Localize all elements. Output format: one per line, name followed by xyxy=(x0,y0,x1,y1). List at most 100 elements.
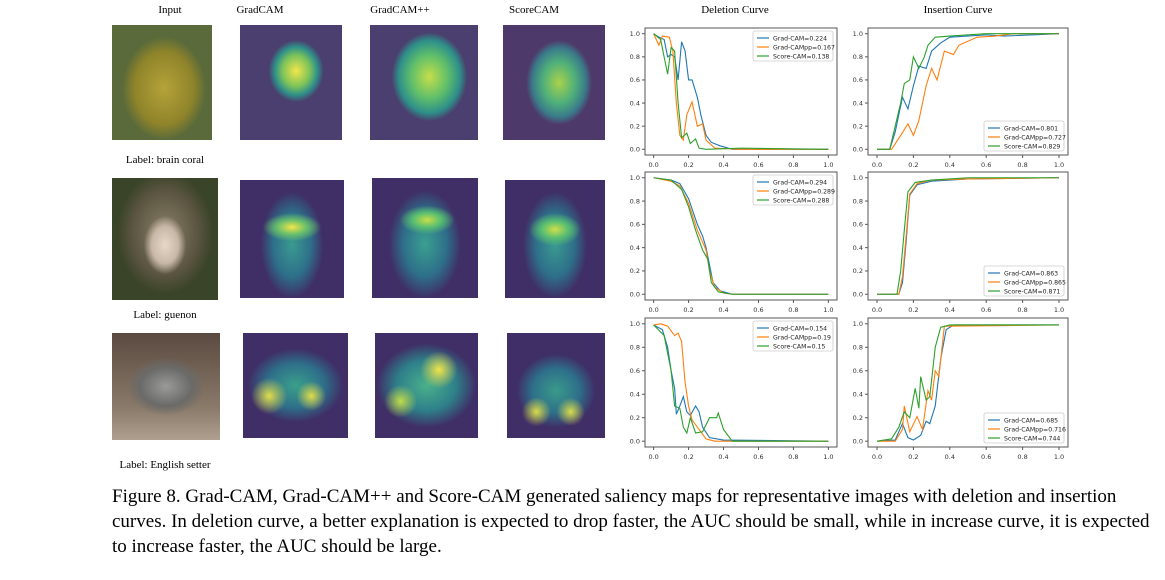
y-tick-label: 0.8 xyxy=(853,197,863,205)
legend-entry: Grad-CAM=0.801 xyxy=(1004,125,1058,132)
legend-box xyxy=(983,412,1065,444)
insertion-curve-plot-row1: 0.0 0.2 0.4 0.6 0.8 1.0 0.0 0.2 0.4 0.6 0.8 1.0 Grad… xyxy=(853,27,1069,169)
y-tick-label: 0.4 xyxy=(853,391,863,399)
legend-box xyxy=(752,174,834,206)
column-header-input: Input xyxy=(158,4,182,16)
column-header-gradcam: GradCAM xyxy=(236,4,284,16)
figure-caption: Figure 8. Grad-CAM, Grad-CAM++ and Score… xyxy=(112,486,1150,557)
deletion-curve-plot-row2: 0.0 0.2 0.4 0.6 0.8 1.0 0.0 0.2 0.4 0.6 0.8 1.0 Grad… xyxy=(630,171,838,314)
y-tick-label: 0.4 xyxy=(630,244,640,252)
y-tick-label: 1.0 xyxy=(853,30,863,38)
x-tick-label: 0.2 xyxy=(908,161,918,169)
scorecam-map-row3 xyxy=(507,333,605,438)
x-tick-label: 0.4 xyxy=(945,453,955,461)
y-tick-label: 0.2 xyxy=(630,267,640,275)
legend-entry: Grad-CAMpp=0.167 xyxy=(773,44,835,51)
column-header-insertion: Insertion Curve xyxy=(923,4,993,16)
y-tick-label: 0.0 xyxy=(630,437,640,445)
x-tick-label: 0.8 xyxy=(1017,453,1027,461)
y-tick-label: 0.2 xyxy=(853,414,863,422)
series-line-grad-campp xyxy=(653,323,829,442)
legend-entry: Score-CAM=0.138 xyxy=(773,53,829,60)
y-tick-label: 0.8 xyxy=(853,344,863,352)
x-tick-label: 0.0 xyxy=(872,453,882,461)
legend-entry: Grad-CAMpp=0.865 xyxy=(1004,279,1066,286)
legend-entry: Grad-CAM=0.863 xyxy=(1004,270,1058,277)
legend-entry: Grad-CAMpp=0.289 xyxy=(773,188,835,195)
input-image-english-setter xyxy=(112,333,220,440)
y-tick-label: 0.4 xyxy=(853,244,863,252)
x-tick-label: 0.2 xyxy=(908,453,918,461)
series-line-score-cam xyxy=(877,177,1059,295)
legend-box xyxy=(752,30,834,62)
deletion-curve-plot-row1: 0.0 0.2 0.4 0.6 0.8 1.0 0.0 0.2 0.4 0.6 0.8 1.0 Grad… xyxy=(630,27,838,169)
series-line-score-cam xyxy=(653,177,829,295)
legend-box xyxy=(983,120,1065,152)
series-line-grad-campp xyxy=(653,33,829,150)
gradcam-map-row2 xyxy=(240,180,344,298)
x-tick-label: 1.0 xyxy=(1054,161,1064,169)
legend-box xyxy=(752,320,834,352)
x-tick-label: 1.0 xyxy=(1054,453,1064,461)
y-tick-label: 0.0 xyxy=(853,437,863,445)
legend-entry: Grad-CAM=0.224 xyxy=(773,35,827,42)
x-tick-label: 0.8 xyxy=(1017,161,1027,169)
y-tick-label: 0.0 xyxy=(630,146,640,154)
y-tick-label: 1.0 xyxy=(630,174,640,182)
gradcampp-map-row1 xyxy=(370,25,478,140)
series-line-score-cam xyxy=(876,324,1059,442)
x-tick-label: 0.4 xyxy=(718,306,728,314)
x-tick-label: 0.4 xyxy=(718,161,728,169)
series-line-grad-cam xyxy=(877,33,1060,150)
x-tick-label: 0.8 xyxy=(788,161,798,169)
x-tick-label: 0.4 xyxy=(945,306,955,314)
y-tick-label: 0.2 xyxy=(853,122,863,130)
y-tick-label: 0.4 xyxy=(853,99,863,107)
legend-entry: Score-CAM=0.829 xyxy=(1004,143,1060,150)
y-tick-label: 0.0 xyxy=(853,146,863,154)
column-header-deletion: Deletion Curve xyxy=(701,4,769,16)
y-tick-label: 0.2 xyxy=(630,122,640,130)
legend-entry: Grad-CAMpp=0.727 xyxy=(1004,134,1066,141)
x-tick-label: 0.2 xyxy=(908,306,918,314)
series-line-grad-campp xyxy=(877,33,1059,150)
x-tick-label: 0.2 xyxy=(683,453,693,461)
legend-entry: Score-CAM=0.288 xyxy=(773,197,829,204)
y-tick-label: 0.0 xyxy=(630,291,640,299)
row-label-1: Label: brain coral xyxy=(125,154,205,166)
y-tick-label: 0.0 xyxy=(853,291,863,299)
x-tick-label: 0.0 xyxy=(648,306,658,314)
x-tick-label: 1.0 xyxy=(823,161,833,169)
y-tick-label: 0.6 xyxy=(853,221,863,229)
y-tick-label: 0.4 xyxy=(630,391,640,399)
y-tick-label: 0.2 xyxy=(853,267,863,275)
y-tick-label: 0.8 xyxy=(630,197,640,205)
y-tick-label: 0.8 xyxy=(853,53,863,61)
row-label-2: Label: guenon xyxy=(133,309,197,321)
legend-entry: Grad-CAM=0.154 xyxy=(773,325,827,332)
y-tick-label: 0.2 xyxy=(630,414,640,422)
y-tick-label: 0.8 xyxy=(630,344,640,352)
y-tick-label: 0.6 xyxy=(630,76,640,84)
x-tick-label: 1.0 xyxy=(823,306,833,314)
x-tick-label: 0.8 xyxy=(788,453,798,461)
insertion-curve-plot-row2: 0.0 0.2 0.4 0.6 0.8 1.0 0.0 0.2 0.4 0.6 0.8 1.0 Grad… xyxy=(853,171,1069,314)
series-line-grad-cam xyxy=(653,324,829,442)
x-tick-label: 0.4 xyxy=(945,161,955,169)
gradcampp-map-row2 xyxy=(372,178,478,298)
x-tick-label: 0.6 xyxy=(753,453,763,461)
x-tick-label: 0.6 xyxy=(981,161,991,169)
x-tick-label: 0.6 xyxy=(753,306,763,314)
y-tick-label: 1.0 xyxy=(630,30,640,38)
legend-entry: Grad-CAM=0.685 xyxy=(1004,417,1058,424)
x-tick-label: 0.8 xyxy=(788,306,798,314)
series-line-score-cam xyxy=(653,33,829,150)
y-tick-label: 1.0 xyxy=(630,320,640,328)
legend-entry: Grad-CAMpp=0.19 xyxy=(773,334,831,341)
scorecam-map-row2 xyxy=(505,180,605,298)
legend-entry: Grad-CAMpp=0.716 xyxy=(1004,426,1066,433)
x-tick-label: 0.0 xyxy=(648,161,658,169)
legend-entry: Grad-CAM=0.294 xyxy=(773,179,827,186)
x-tick-label: 1.0 xyxy=(823,453,833,461)
gradcampp-map-row3 xyxy=(375,333,478,438)
